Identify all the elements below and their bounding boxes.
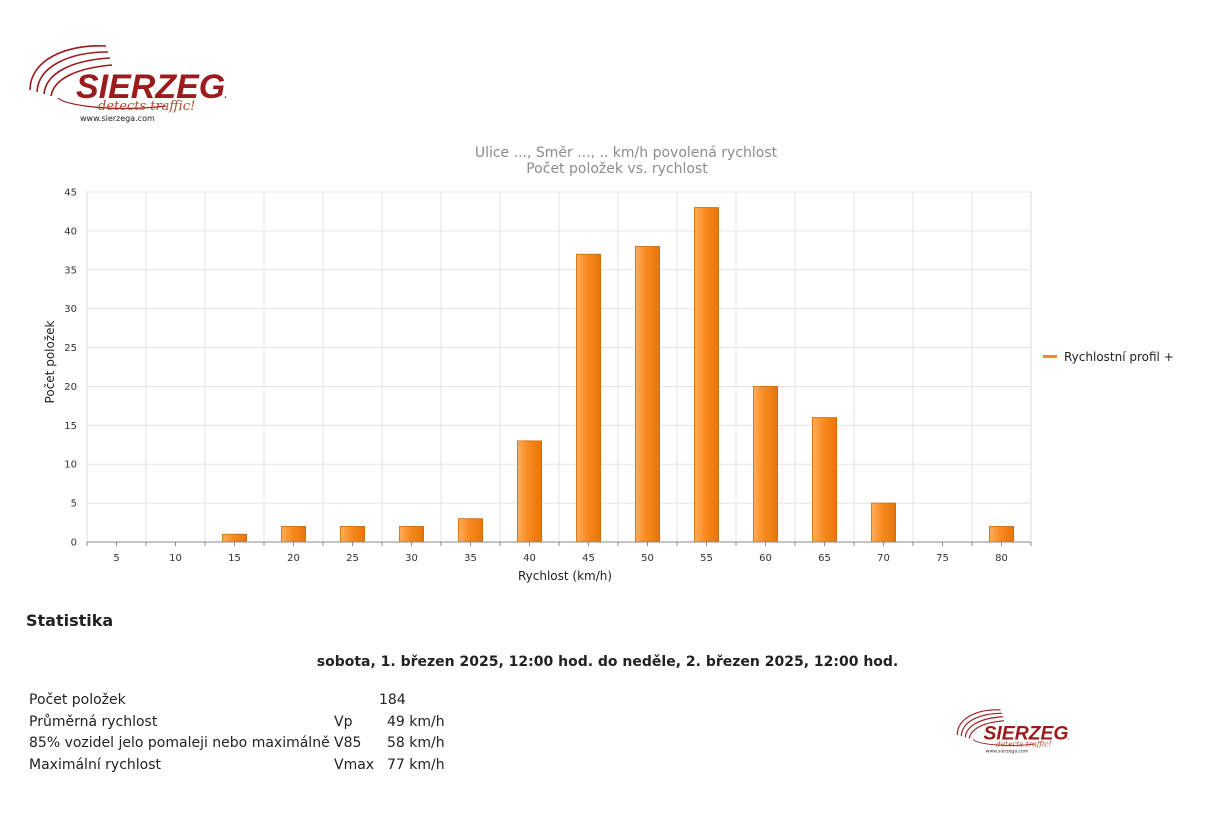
bar	[635, 246, 660, 543]
stats-symbol: Vmax	[334, 756, 375, 773]
logo-small-tagline: detects traffic!	[996, 739, 1051, 748]
y-tick-label: 35	[64, 265, 77, 276]
stats-row: 85% vozidel jelo pomaleji nebo maximálně…	[29, 735, 479, 757]
x-tick-label: 65	[818, 553, 831, 564]
stats-row: Průměrná rychlost Vp 49 km/h	[29, 714, 479, 736]
bar	[812, 417, 837, 543]
bar	[458, 518, 483, 543]
y-tick-label: 25	[64, 343, 77, 354]
bar	[753, 386, 778, 543]
bar	[694, 207, 719, 543]
bar	[517, 440, 542, 543]
y-tick-label: 5	[71, 499, 77, 510]
x-tick-label: 5	[113, 553, 119, 564]
bar	[989, 526, 1014, 543]
stats-table: Počet položek 184 Průměrná rychlost Vp 4…	[29, 692, 479, 778]
y-tick-label: 0	[71, 538, 77, 549]
x-tick-label: 30	[405, 553, 418, 564]
bar	[222, 533, 247, 543]
stats-label: Průměrná rychlost	[29, 713, 158, 730]
x-axis-label: Rychlost (km/h)	[518, 569, 612, 583]
stats-value: 184	[379, 692, 406, 708]
stats-row: Maximální rychlost Vmax 77 km/h	[29, 757, 479, 779]
bar	[281, 526, 306, 543]
legend: Rychlostní profil +	[1043, 350, 1174, 364]
stats-value: 77 km/h	[387, 756, 445, 773]
y-tick-labels: 0 5 10 15 20 25 30 35 40 45	[64, 188, 77, 549]
bar	[576, 253, 601, 543]
logo-wordmark: SIERZEGA	[76, 68, 226, 106]
stats-label: 85% vozidel jelo pomaleji nebo maximálně	[29, 735, 330, 751]
x-tick-label: 40	[523, 553, 536, 564]
x-tick-label: 80	[995, 553, 1008, 564]
logo-tagline: detects traffic!	[98, 99, 195, 114]
logo-small-url: www.sierzega.com	[986, 749, 1029, 755]
bar	[399, 526, 424, 543]
bar	[340, 526, 365, 543]
chart-subtitle: Počet položek vs. rychlost	[526, 161, 708, 177]
legend-swatch	[1043, 355, 1057, 358]
y-tick-label: 10	[64, 460, 77, 471]
x-tick-label: 55	[700, 553, 713, 564]
stats-value: 49 km/h	[387, 713, 445, 730]
y-tick-label: 20	[64, 382, 77, 393]
stats-row: Počet položek 184	[29, 692, 479, 714]
chart-title: Ulice ..., Směr ..., .. km/h povolená ry…	[475, 145, 778, 161]
logo-small-wordmark: SIERZEGA	[984, 723, 1070, 745]
legend-label: Rychlostní profil +	[1064, 350, 1174, 364]
x-tick-label: 75	[936, 553, 949, 564]
y-tick-label: 15	[64, 421, 77, 432]
x-tick-label: 70	[877, 553, 890, 564]
y-tick-label: 45	[64, 188, 77, 199]
stats-value: 58 km/h	[387, 735, 445, 751]
stats-label: Maximální rychlost	[29, 756, 162, 773]
stats-label: Počet položek	[29, 692, 126, 708]
stats-symbol: V85	[334, 735, 362, 751]
x-tick-label: 60	[759, 553, 772, 564]
sierzega-logo-small: SIERZEGA detects traffic! www.sierzega.c…	[956, 709, 1070, 755]
y-tick-label: 40	[64, 226, 77, 237]
x-tick-label: 45	[582, 553, 595, 564]
stats-symbol: Vp	[334, 713, 353, 730]
x-tick-label: 35	[464, 553, 477, 564]
speed-histogram: Ulice ..., Směr ..., .. km/h povolená ry…	[43, 145, 1174, 583]
y-axis-label: Počet položek	[43, 320, 57, 403]
stats-period: sobota, 1. březen 2025, 12:00 hod. do ne…	[316, 654, 899, 670]
x-tick-label: 50	[641, 553, 654, 564]
grid	[87, 191, 1031, 542]
y-tick-label: 30	[64, 304, 77, 315]
logo-url: www.sierzega.com	[80, 114, 155, 123]
bars	[222, 207, 1014, 543]
bar	[871, 502, 896, 543]
x-tick-label: 25	[346, 553, 359, 564]
stats-heading: Statistika	[26, 611, 114, 630]
sierzega-logo: SIERZEGA detects traffic! www.sierzega.c…	[29, 45, 226, 123]
x-tick-label: 10	[169, 553, 182, 564]
x-tick-labels: 5 10 15 20 25 30 35 40 45 50 55 60 65 70 75 80	[86, 542, 1032, 564]
x-tick-label: 15	[228, 553, 241, 564]
x-tick-label: 20	[287, 553, 300, 564]
